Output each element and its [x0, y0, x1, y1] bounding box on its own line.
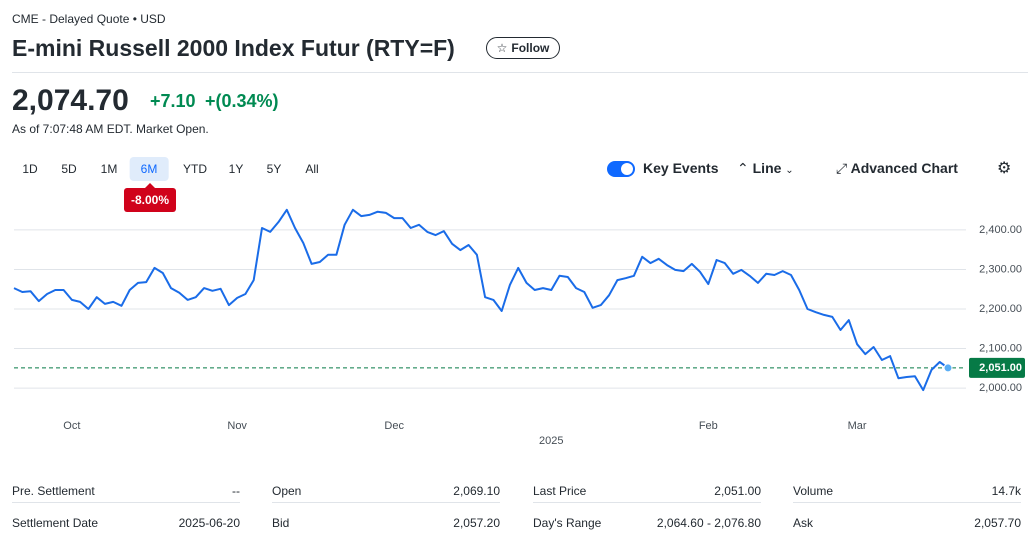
range-button[interactable]: 5Y: [266, 162, 282, 176]
x-tick-label: Nov: [227, 420, 247, 432]
row-separator: [12, 502, 240, 503]
stat-value: --: [232, 484, 240, 498]
x-tick-label: Feb: [699, 420, 718, 432]
line-icon: ⌃: [737, 160, 749, 176]
stat-label: Open: [272, 484, 302, 498]
y-tick-label: 2,400.00: [979, 224, 1022, 236]
settings-icon[interactable]: ⚙: [997, 160, 1012, 177]
chevron: ⌄: [785, 165, 794, 176]
key-events-toggle[interactable]: [607, 161, 635, 177]
exchange: CME - Delayed Quote • USD: [12, 12, 166, 26]
stat-value: 2025-06-20: [178, 516, 240, 530]
x-tick-label: Oct: [63, 420, 80, 432]
row-separator: [272, 502, 500, 503]
stat-label: Last Price: [533, 484, 587, 498]
y-tick-label: 2,000.00: [979, 382, 1022, 394]
follow-button[interactable]: ☆ Follow: [486, 37, 560, 59]
range-button[interactable]: YTD: [183, 162, 207, 176]
chart-type[interactable]: ⌃ Line ⌄: [737, 160, 794, 177]
stat-value: 2,057.20: [453, 516, 500, 530]
stat-label: Volume: [793, 484, 834, 498]
change-percent: +(0.34%): [205, 91, 279, 111]
y-tick-label: 2,200.00: [979, 303, 1022, 315]
range-button[interactable]: 5D: [61, 162, 77, 176]
stat-label: Settlement Date: [12, 516, 99, 530]
expand-icon: ⤢: [836, 160, 848, 176]
as-of: As of 7:07:48 AM EDT. Market Open.: [12, 122, 209, 136]
star-icon: ☆: [496, 41, 508, 55]
price: 2,074.70: [12, 84, 129, 117]
x-tick-label: Dec: [384, 420, 404, 432]
stat-value: 2,057.70: [974, 516, 1021, 530]
range-button[interactable]: 6M: [129, 157, 169, 181]
title: E-mini Russell 2000 Index Futur (RTY=F): [12, 35, 455, 61]
range-button[interactable]: All: [305, 162, 319, 176]
row-separator: [533, 502, 761, 503]
change: +7.10: [150, 91, 196, 111]
range-button[interactable]: 1M: [100, 162, 118, 176]
last-point: [943, 363, 953, 373]
range-button[interactable]: 1Y: [228, 162, 244, 176]
chart-type-label: Line: [752, 160, 782, 176]
stat-value: 14.7k: [991, 484, 1021, 498]
stat-label: Bid: [272, 516, 290, 530]
advanced-chart[interactable]: ⤢ Advanced Chart: [836, 160, 958, 177]
y-tick-label: 2,300.00: [979, 263, 1022, 275]
stat-label: Ask: [793, 516, 814, 530]
follow-label: Follow: [511, 41, 550, 55]
advanced-label: Advanced Chart: [850, 160, 958, 176]
y-tick-label: 2,100.00: [979, 342, 1022, 354]
chart: 2,000.00 2,100.00 2,200.00 2,300.00 2,400.00…: [13, 208, 1025, 447]
key-events[interactable]: Key Events: [643, 160, 719, 176]
stat-label: Day's Range: [533, 516, 602, 530]
range-button[interactable]: 1D: [22, 162, 38, 176]
separator: [12, 72, 1028, 73]
period-change: -8.00%: [124, 183, 176, 212]
reference-label: 2,051.00: [979, 362, 1022, 374]
stat-value: 2,051.00: [714, 484, 761, 498]
stat-value: 2,064.60 - 2,076.80: [656, 516, 761, 530]
year-label: 2025: [539, 435, 563, 447]
stat-value: 2,069.10: [453, 484, 500, 498]
x-tick-label: Mar: [848, 420, 867, 432]
price-line: [13, 208, 949, 392]
row-separator: [793, 502, 1021, 503]
stat-label: Pre. Settlement: [12, 484, 95, 498]
reference-box: [969, 357, 1025, 378]
